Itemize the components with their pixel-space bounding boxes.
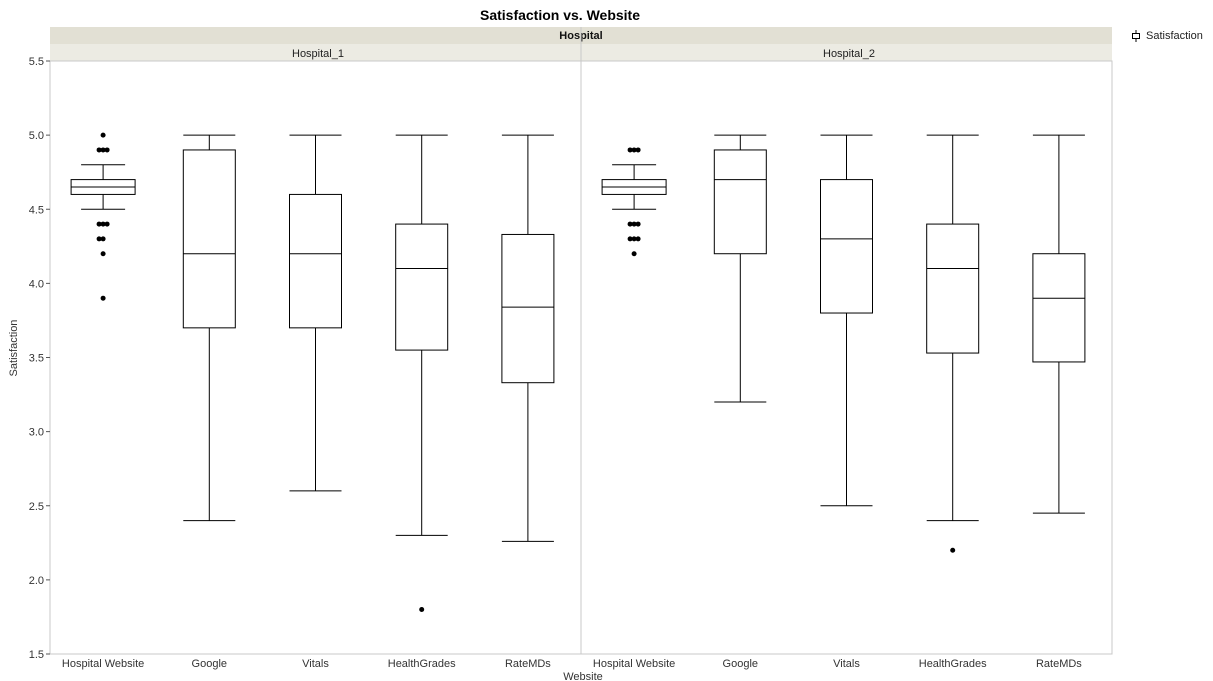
panel-label-hospital-2: Hospital_2 xyxy=(823,48,875,60)
box-ratemds xyxy=(501,134,555,542)
iqr-box xyxy=(501,233,555,384)
iqr-box xyxy=(926,223,980,354)
outlier-point xyxy=(96,147,102,153)
y-tick-label: 2.0 xyxy=(29,575,44,587)
outlier-point xyxy=(627,236,633,242)
box-vitals xyxy=(289,134,342,492)
box-healthgrades xyxy=(395,134,449,613)
box-google xyxy=(182,134,236,522)
x-tick-label: RateMDs xyxy=(1036,658,1082,670)
outlier-point xyxy=(100,236,106,242)
box-hospital-website xyxy=(70,132,136,301)
y-axis-title: Satisfaction xyxy=(8,320,20,377)
box-healthgrades xyxy=(926,134,980,553)
outlier-point xyxy=(631,147,637,153)
outlier-point xyxy=(950,547,956,553)
y-tick-label: 4.5 xyxy=(29,204,44,216)
x-tick-label: Vitals xyxy=(833,658,860,670)
outlier-point xyxy=(627,221,633,227)
outlier-point xyxy=(104,147,110,153)
outlier-point xyxy=(635,221,641,227)
x-tick-label: Vitals xyxy=(302,658,329,670)
outlier-point xyxy=(627,147,633,153)
y-tick-label: 3.0 xyxy=(29,427,44,439)
iqr-box xyxy=(820,179,873,314)
outlier-point xyxy=(631,221,637,227)
box-legend-icon xyxy=(1132,30,1140,42)
y-tick-label: 5.0 xyxy=(29,130,44,142)
x-tick-label: Hospital Website xyxy=(593,658,675,670)
outlier-point xyxy=(100,147,106,153)
iqr-box xyxy=(1032,253,1086,363)
outlier-point xyxy=(631,236,637,242)
y-tick-label: 3.5 xyxy=(29,353,44,365)
outlier-point xyxy=(100,251,106,257)
outlier-point xyxy=(631,251,637,257)
legend: Satisfaction xyxy=(1130,30,1203,42)
x-tick-label: HealthGrades xyxy=(388,658,456,670)
x-tick-label: Hospital Website xyxy=(62,658,144,670)
x-tick-label: Google xyxy=(192,658,227,670)
outlier-point xyxy=(100,132,106,138)
iqr-box xyxy=(182,149,236,329)
x-tick-label: HealthGrades xyxy=(919,658,987,670)
x-axis-title: Website xyxy=(563,671,603,681)
iqr-box xyxy=(289,193,342,329)
box-vitals xyxy=(820,134,873,507)
box-ratemds xyxy=(1032,134,1086,514)
outlier-point xyxy=(100,295,106,301)
legend-label: Satisfaction xyxy=(1146,30,1203,42)
outlier-point xyxy=(635,236,641,242)
y-tick-label: 5.5 xyxy=(29,56,44,68)
x-axis: Hospital Website Google Vitals HealthGrades… xyxy=(62,658,1082,670)
outlier-point xyxy=(104,221,110,227)
outlier-point xyxy=(96,236,102,242)
iqr-box xyxy=(395,223,449,351)
x-tick-label: RateMDs xyxy=(505,658,551,670)
chart-title: Satisfaction vs. Website xyxy=(480,7,640,23)
y-tick-label: 4.0 xyxy=(29,278,44,290)
y-tick-label: 2.5 xyxy=(29,501,44,513)
y-axis: 1.5 2.0 2.5 3.0 3.5 4.0 4.5 5.0 5.5 xyxy=(29,56,50,661)
box-hospital-website xyxy=(601,147,667,257)
outlier-point xyxy=(419,607,425,613)
panel-label-hospital-1: Hospital_1 xyxy=(292,48,344,60)
outlier-point xyxy=(100,221,106,227)
outlier-point xyxy=(635,147,641,153)
outlier-point xyxy=(96,221,102,227)
x-tick-label: Google xyxy=(723,658,758,670)
box-series xyxy=(70,132,1086,613)
y-tick-label: 1.5 xyxy=(29,649,44,661)
iqr-box xyxy=(713,149,767,255)
box-google xyxy=(713,134,767,403)
